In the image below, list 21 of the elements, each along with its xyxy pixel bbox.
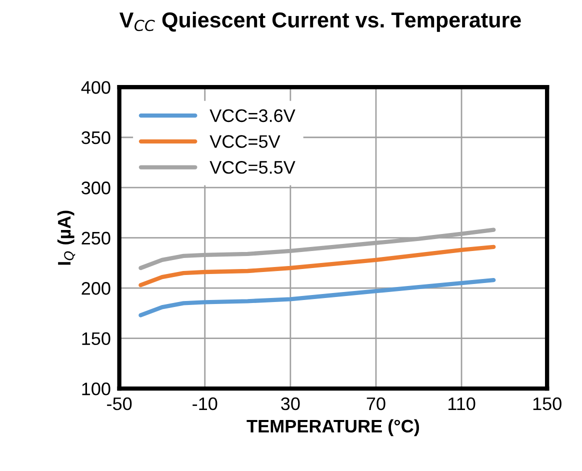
x-tick-label: 30: [281, 397, 300, 410]
y-tick-label: 100: [82, 382, 110, 396]
y-tick-label: 200: [82, 282, 110, 295]
legend-label: VCC=5.5V: [210, 160, 296, 174]
legend-label: VCC=3.6V: [210, 109, 296, 122]
y-tick-label: 150: [82, 332, 110, 346]
y-tick-label: 250: [82, 232, 110, 245]
x-tick-label: -50: [107, 397, 132, 410]
y-tick-label: 400: [81, 81, 110, 94]
x-tick-label: -10: [192, 397, 218, 410]
line-series: [138, 244, 496, 288]
x-tick-label: 70: [366, 397, 386, 410]
x-tick-label: 150: [533, 397, 562, 410]
y-tick-label: 300: [82, 182, 110, 194]
line-series: [138, 278, 496, 318]
x-tick-label: 110: [448, 397, 476, 410]
y-axis-title: I$_{Q}$ (µA): [57, 210, 76, 265]
x-axis-title: TEMPERATURE (°C): [246, 419, 419, 436]
y-tick-label: 350: [82, 131, 110, 144]
chart-title: V$_{CC}$ Quiescent Current vs. Temperature: [119, 12, 521, 32]
legend-label: VCC=5V: [210, 135, 280, 148]
